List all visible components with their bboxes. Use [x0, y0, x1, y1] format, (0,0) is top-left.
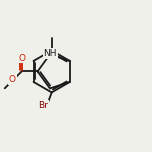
Text: O: O — [18, 54, 25, 63]
Text: NH: NH — [44, 49, 57, 58]
Text: Br: Br — [38, 101, 48, 110]
Text: O: O — [9, 75, 16, 84]
